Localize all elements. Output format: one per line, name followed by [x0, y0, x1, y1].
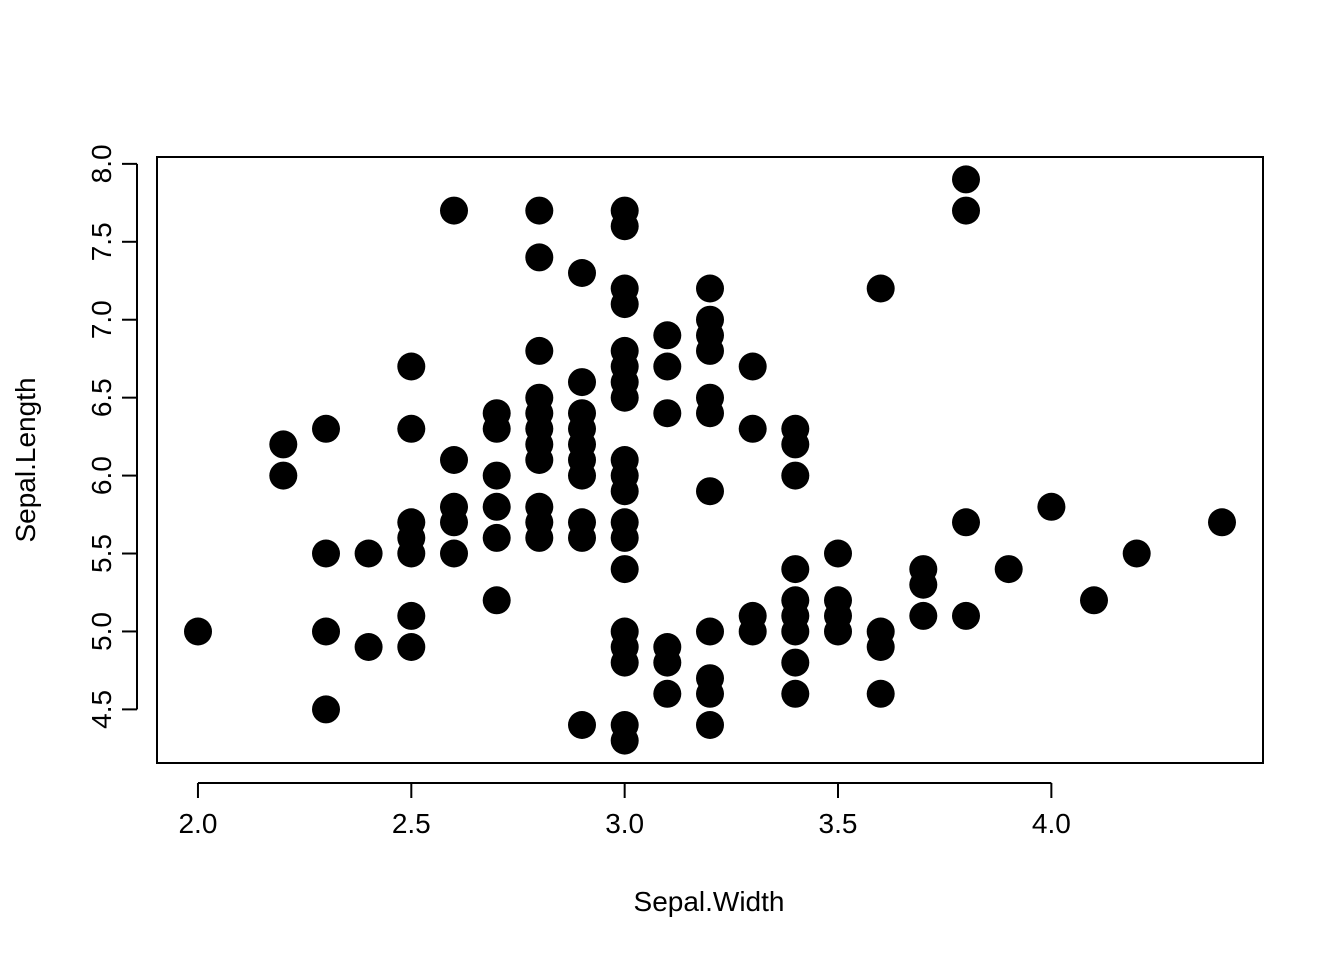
- data-point: [482, 461, 511, 490]
- data-point: [568, 711, 596, 739]
- x-tick-label: 4.0: [1032, 808, 1071, 839]
- y-axis: 4.5 5.0 5.5 6.0 6.5 7.0 7.5 8.0: [86, 144, 138, 729]
- y-tick-label: 4.5: [86, 690, 117, 729]
- data-point: [781, 679, 810, 708]
- data-point: [312, 539, 340, 568]
- x-tick-label: 2.5: [392, 808, 431, 839]
- data-point: [482, 523, 511, 552]
- data-point: [482, 492, 511, 521]
- data-point: [952, 165, 980, 194]
- x-tick-label: 3.0: [605, 808, 644, 839]
- data-point: [610, 196, 639, 225]
- x-tick-label: 2.0: [178, 808, 217, 839]
- data-point: [781, 414, 810, 443]
- data-point: [440, 492, 468, 521]
- data-point: [1122, 539, 1151, 568]
- x-tick-label: 3.5: [819, 808, 858, 839]
- y-tick-label: 6.0: [86, 456, 117, 495]
- data-point: [525, 243, 554, 272]
- data-point: [696, 305, 724, 334]
- data-point: [610, 711, 639, 739]
- y-tick-label: 5.5: [86, 534, 117, 573]
- data-point: [525, 196, 554, 225]
- data-point: [781, 648, 810, 677]
- x-axis: 2.0 2.5 3.0 3.5 4.0: [178, 782, 1071, 839]
- data-point: [482, 586, 511, 615]
- data-point: [866, 274, 895, 303]
- points-layer: [184, 165, 1236, 755]
- data-point: [781, 461, 810, 490]
- y-tick-label: 7.5: [86, 222, 117, 261]
- data-point: [610, 274, 639, 303]
- data-point: [525, 383, 554, 412]
- y-tick-label: 5.0: [86, 612, 117, 651]
- data-point: [269, 461, 298, 490]
- data-point: [440, 196, 468, 225]
- data-point: [824, 586, 852, 615]
- data-point: [1037, 492, 1066, 521]
- data-point: [866, 617, 895, 646]
- data-point: [738, 414, 767, 443]
- data-point: [610, 336, 639, 365]
- data-point: [653, 679, 682, 708]
- data-point: [696, 617, 724, 646]
- data-point: [866, 679, 895, 708]
- data-point: [909, 555, 938, 584]
- data-point: [610, 446, 639, 474]
- data-point: [909, 601, 938, 630]
- data-point: [738, 601, 767, 630]
- data-point: [610, 508, 639, 537]
- data-point: [568, 259, 596, 287]
- data-point: [397, 633, 426, 661]
- data-point: [696, 383, 724, 412]
- data-point: [994, 555, 1023, 584]
- data-point: [1208, 508, 1236, 537]
- data-point: [610, 555, 639, 584]
- y-axis-title: Sepal.Length: [10, 377, 41, 542]
- data-point: [1080, 586, 1108, 615]
- data-point: [738, 352, 767, 381]
- y-tick-label: 8.0: [86, 144, 117, 183]
- data-point: [525, 492, 554, 521]
- data-point: [952, 601, 980, 630]
- data-point: [184, 617, 212, 646]
- data-point: [653, 399, 682, 428]
- data-point: [952, 196, 980, 225]
- data-point: [482, 399, 511, 428]
- data-point: [312, 414, 340, 443]
- data-point: [653, 352, 682, 381]
- data-point: [610, 617, 639, 646]
- data-point: [397, 601, 426, 630]
- data-point: [440, 446, 468, 474]
- data-point: [696, 664, 724, 693]
- y-tick-label: 6.5: [86, 378, 117, 417]
- x-axis-title: Sepal.Width: [634, 886, 785, 917]
- data-point: [781, 555, 810, 584]
- data-point: [824, 539, 852, 568]
- data-point: [312, 695, 340, 724]
- data-point: [696, 711, 724, 739]
- data-point: [696, 274, 724, 303]
- data-point: [568, 508, 596, 537]
- data-point: [525, 336, 554, 365]
- data-point: [653, 321, 682, 350]
- data-point: [354, 539, 383, 568]
- data-point: [312, 617, 340, 646]
- data-point: [397, 414, 426, 443]
- data-point: [440, 539, 468, 568]
- data-point: [397, 508, 426, 537]
- data-point: [952, 508, 980, 537]
- data-point: [568, 368, 596, 397]
- data-point: [653, 633, 682, 661]
- data-point: [354, 633, 383, 661]
- data-point: [696, 477, 724, 506]
- plot-frame: [156, 156, 1264, 764]
- data-point: [397, 352, 426, 381]
- y-tick-label: 7.0: [86, 300, 117, 339]
- data-point: [269, 430, 298, 459]
- data-point: [568, 399, 596, 428]
- data-point: [781, 586, 810, 615]
